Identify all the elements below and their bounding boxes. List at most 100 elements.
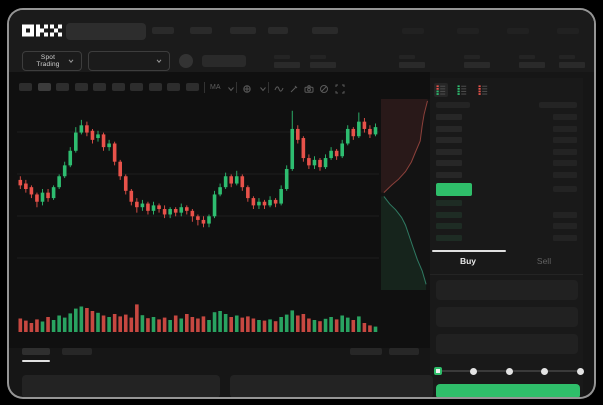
bottom-action[interactable]: [350, 348, 382, 355]
bids-book-icon[interactable]: [455, 83, 469, 97]
order-book-row[interactable]: [430, 211, 583, 220]
price-placeholder: [436, 234, 462, 241]
tab-sell[interactable]: Sell: [506, 256, 582, 266]
slider-stop-75[interactable]: [541, 367, 548, 375]
bottom-panel-left: [22, 375, 220, 397]
timeframe-button[interactable]: [185, 83, 199, 91]
price-input[interactable]: [436, 280, 578, 300]
bottom-tab-active[interactable]: [22, 348, 50, 355]
price-placeholder: [436, 223, 462, 230]
volume-chart: [18, 304, 378, 332]
header-background: [9, 10, 594, 72]
amount-placeholder: [553, 223, 577, 230]
order-book-header-price: [436, 102, 470, 108]
order-book-row[interactable]: [430, 137, 583, 145]
toolbar-divider: [268, 82, 269, 93]
timeframe-button[interactable]: [37, 83, 51, 91]
buy-button[interactable]: [436, 384, 580, 397]
timeframe-button[interactable]: [148, 83, 162, 91]
order-book-row[interactable]: [430, 223, 583, 231]
indicator-icon[interactable]: [242, 82, 252, 93]
buy-tab-active-indicator: [432, 250, 506, 252]
nav-item[interactable]: [557, 28, 579, 34]
timeframe-button[interactable]: [93, 83, 106, 91]
last-price-highlight[interactable]: [436, 183, 472, 196]
brush-icon[interactable]: [289, 82, 299, 93]
slider-stop-25[interactable]: [470, 367, 477, 375]
order-book-row[interactable]: [430, 160, 583, 168]
bottom-action[interactable]: [389, 348, 419, 355]
total-input[interactable]: [436, 334, 578, 354]
order-book-row[interactable]: [430, 172, 583, 180]
amount-placeholder: [553, 125, 577, 132]
nav-item[interactable]: [268, 27, 288, 34]
order-book-panel: Buy Sell: [430, 78, 584, 397]
ticker-stat: [274, 55, 300, 68]
camera-icon[interactable]: [304, 82, 314, 93]
ma-indicator-label[interactable]: MA: [210, 84, 221, 91]
amount-placeholder: [553, 172, 577, 178]
timeframe-button[interactable]: [74, 83, 88, 91]
slider-stop-0[interactable]: [434, 367, 442, 375]
combined-book-icon[interactable]: [434, 83, 448, 97]
amount-placeholder: [553, 148, 577, 155]
nav-item[interactable]: [312, 27, 338, 34]
bottom-tab[interactable]: [62, 348, 92, 355]
price-placeholder: [436, 211, 462, 218]
nav-item[interactable]: [152, 27, 174, 34]
candlestick-chart[interactable]: [17, 97, 379, 293]
chevron-down-icon[interactable]: [226, 82, 236, 92]
depth-chart: [381, 99, 430, 290]
timeframe-button[interactable]: [111, 83, 125, 91]
disabled-icon[interactable]: [319, 82, 329, 93]
ticker-stat: [559, 55, 585, 68]
timeframe-button[interactable]: [19, 83, 32, 91]
okx-logo[interactable]: [22, 24, 62, 37]
nav-item[interactable]: [402, 28, 424, 34]
order-book-view-switcher: [434, 83, 490, 97]
slider-stop-50[interactable]: [505, 367, 513, 375]
slider-stop-100[interactable]: [576, 367, 584, 375]
price-placeholder: [436, 160, 462, 167]
pair-selector-dropdown[interactable]: [88, 51, 170, 71]
amount-input[interactable]: [436, 307, 578, 327]
amount-placeholder: [553, 114, 577, 120]
chevron-down-icon: [68, 59, 74, 63]
amount-placeholder: [553, 160, 577, 167]
order-book-header-amount: [539, 102, 577, 108]
nav-item[interactable]: [230, 27, 256, 34]
market-type-dropdown[interactable]: Spot Trading: [22, 51, 82, 71]
price-placeholder: [436, 114, 462, 120]
timeframe-button[interactable]: [130, 83, 143, 91]
price-placeholder: [436, 172, 462, 178]
price-placeholder: [436, 137, 462, 144]
ticker-stat: [310, 55, 336, 68]
tab-buy[interactable]: Buy: [430, 256, 506, 266]
order-book-row[interactable]: [430, 114, 583, 122]
price-placeholder: [436, 200, 462, 206]
nav-item[interactable]: [507, 28, 529, 34]
search-input[interactable]: [66, 23, 146, 40]
ticker-stat: [399, 55, 425, 68]
order-book-row[interactable]: [430, 125, 583, 134]
pair-name-placeholder: [202, 55, 246, 67]
nav-item[interactable]: [457, 28, 479, 34]
price-placeholder: [436, 125, 462, 132]
timeframe-button[interactable]: [167, 83, 180, 91]
order-book-row[interactable]: [430, 234, 583, 243]
asks-book-icon[interactable]: [476, 83, 490, 97]
market-type-label: Spot Trading: [36, 54, 60, 68]
order-book-row[interactable]: [430, 148, 583, 157]
amount-placeholder: [553, 211, 577, 218]
timeframe-button[interactable]: [56, 83, 69, 91]
nav-item[interactable]: [190, 27, 212, 34]
price-placeholder: [436, 148, 462, 155]
toolbar-divider: [236, 82, 237, 93]
amount-placeholder: [553, 137, 577, 144]
chevron-down-icon[interactable]: [258, 82, 268, 92]
order-book-row[interactable]: [430, 200, 583, 208]
amount-placeholder: [553, 234, 577, 241]
fullscreen-icon[interactable]: [335, 82, 345, 94]
wave-icon[interactable]: [274, 82, 284, 92]
